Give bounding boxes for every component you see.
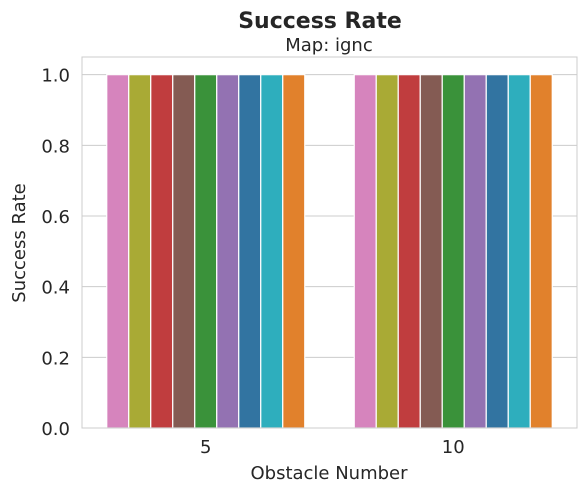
bar — [283, 75, 305, 428]
bar — [376, 75, 398, 428]
bar — [508, 75, 530, 428]
y-tick-label: 1.0 — [41, 66, 70, 87]
bar — [151, 75, 173, 428]
bar — [464, 75, 486, 428]
bar — [398, 75, 420, 428]
bar — [261, 75, 283, 428]
bars — [107, 75, 553, 428]
y-tick-label: 0.6 — [41, 207, 70, 228]
bar — [442, 75, 464, 428]
x-axis-label: Obstacle Number — [250, 463, 408, 484]
bar — [129, 75, 151, 428]
x-tick-labels: 5 10 — [200, 437, 465, 458]
bar — [239, 75, 261, 428]
bar — [486, 75, 508, 428]
bar — [195, 75, 217, 428]
bar — [530, 75, 552, 428]
y-tick-label: 0.8 — [41, 136, 70, 157]
chart-title: Success Rate — [238, 9, 402, 34]
bar — [420, 75, 442, 428]
bar — [217, 75, 239, 428]
x-tick-label: 10 — [442, 437, 465, 458]
y-tick-label: 0.0 — [41, 419, 70, 440]
y-tick-labels: 0.0 0.2 0.4 0.6 0.8 1.0 — [41, 66, 70, 440]
y-tick-label: 0.4 — [41, 278, 70, 299]
y-tick-label: 0.2 — [41, 348, 70, 369]
bar — [354, 75, 376, 428]
chart-subtitle: Map: ignc — [285, 35, 373, 56]
bar — [107, 75, 129, 428]
y-axis-label: Success Rate — [9, 183, 30, 302]
bar — [173, 75, 195, 428]
x-tick-label: 5 — [200, 437, 211, 458]
